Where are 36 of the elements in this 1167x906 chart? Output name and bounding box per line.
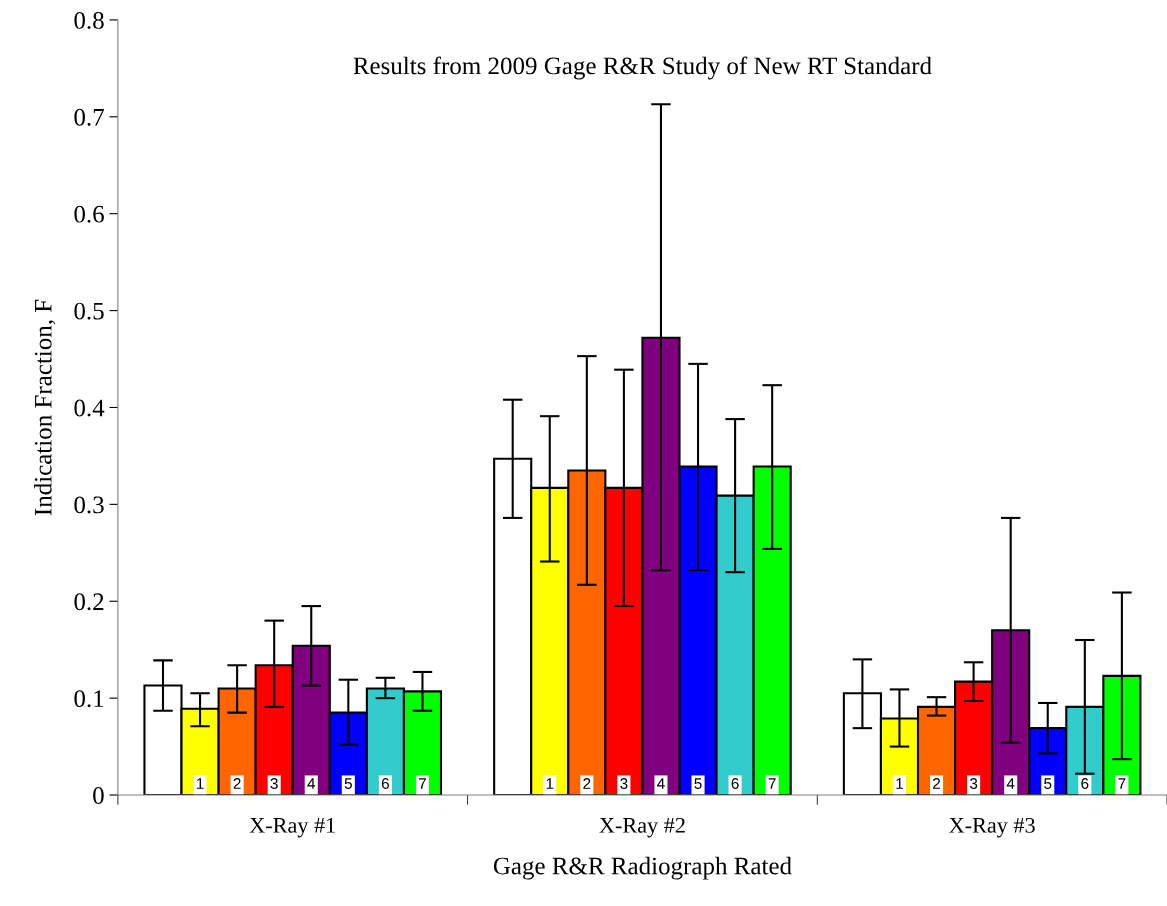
text: 7 — [1118, 778, 1126, 789]
y-tick-label: 0.7 — [74, 108, 104, 126]
text: 1 — [896, 778, 903, 789]
text: 1 — [546, 778, 554, 789]
x-tick-label: X-Ray #3 — [949, 817, 1035, 838]
series-label: 5 — [344, 778, 352, 789]
text: 2 — [583, 778, 591, 789]
text: 7 — [768, 778, 776, 789]
text: 2 — [933, 778, 941, 789]
y-tick-label: 0.3 — [74, 496, 104, 514]
text: 3 — [620, 778, 628, 789]
text: 6 — [731, 778, 739, 789]
y-tick-label: 0.2 — [74, 593, 104, 611]
y-tick-label: 0.5 — [74, 302, 104, 320]
y-tick-label: 0.8 — [74, 11, 104, 29]
x-tick-label: X-Ray #1 — [249, 817, 335, 838]
text: Results from 2009 Gage R&R Study of New RT Standard — [353, 56, 932, 80]
text: 3 — [969, 778, 978, 789]
series-label: 7 — [419, 778, 426, 789]
series-label: 4 — [307, 778, 316, 789]
y-tick-label: 0 — [93, 787, 104, 804]
text: 4 — [657, 778, 665, 789]
x-tick-label: X-Ray #2 — [599, 817, 685, 838]
text: 4 — [1006, 778, 1015, 789]
y-tick-label: 0.6 — [74, 205, 104, 223]
x-axis-title: Gage R&R Radiograph Rated — [493, 856, 792, 880]
series-label: 3 — [270, 778, 278, 789]
y-tick-label: 0.1 — [74, 690, 104, 708]
series-label: 2 — [233, 778, 241, 789]
series-label: 6 — [381, 778, 389, 789]
text: 6 — [1081, 778, 1089, 789]
y-axis-title: Indication Fraction, F — [34, 299, 56, 516]
y-tick-label: 0.4 — [74, 399, 105, 417]
text: 5 — [1044, 778, 1052, 789]
text: 5 — [694, 778, 702, 789]
series-label: 1 — [196, 778, 204, 789]
